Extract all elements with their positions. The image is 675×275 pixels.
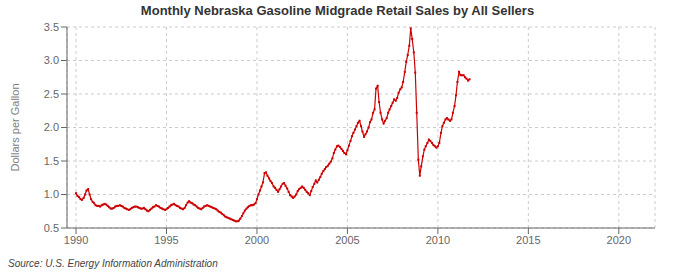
svg-text:Dollars per Gallon: Dollars per Gallon xyxy=(9,83,21,171)
svg-text:3.5: 3.5 xyxy=(44,22,59,33)
svg-text:1995: 1995 xyxy=(154,234,178,246)
svg-text:2015: 2015 xyxy=(516,234,540,246)
svg-text:2020: 2020 xyxy=(607,234,631,246)
svg-text:0.5: 0.5 xyxy=(44,222,59,234)
svg-text:2.0: 2.0 xyxy=(44,121,59,133)
html-text:Monthly Nebraska Gasoline Midg: Monthly Nebraska Gasoline Midgrade Retai… xyxy=(140,3,535,18)
svg-text:1.0: 1.0 xyxy=(44,188,59,200)
svg-text:2010: 2010 xyxy=(426,234,450,246)
svg-text:2.5: 2.5 xyxy=(44,88,59,100)
svg-text:2005: 2005 xyxy=(335,234,359,246)
svg-text:3.0: 3.0 xyxy=(44,54,59,66)
svg-text:1.5: 1.5 xyxy=(44,155,59,167)
html-text:Source: U.S. Energy Informatio: Source: U.S. Energy Information Administ… xyxy=(8,258,218,269)
svg-text:1990: 1990 xyxy=(64,234,88,246)
svg-text:2000: 2000 xyxy=(245,234,269,246)
